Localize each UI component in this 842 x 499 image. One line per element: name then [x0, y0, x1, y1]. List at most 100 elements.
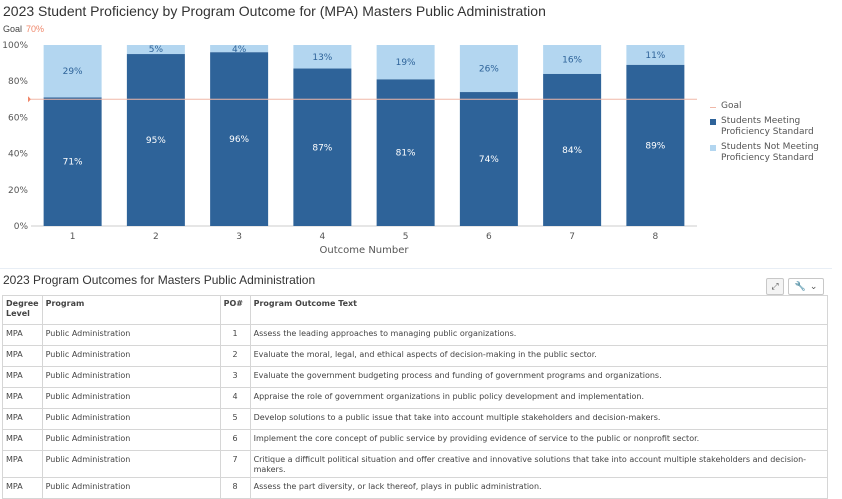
cell-po-number: 1: [219, 324, 251, 346]
table-row: MPA Public Administration 8 Assess the part…: [2, 477, 829, 499]
data-label-meeting: 84%: [562, 146, 582, 156]
cell-po-number: 4: [219, 387, 251, 409]
goal-caption: Goal 70%: [3, 24, 44, 34]
cell-po-number: 7: [219, 450, 251, 478]
x-tick-label: 6: [486, 232, 492, 242]
bar-not-meeting: [543, 45, 602, 74]
cell-program: Public Administration: [41, 324, 221, 346]
table-row: MPA Public Administration 2 Evaluate the mo…: [2, 345, 829, 367]
data-label-meeting: 71%: [63, 158, 83, 168]
x-tick-label: 7: [569, 232, 575, 242]
legend-item-meeting[interactable]: Students Meeting Proficiency Standard: [710, 116, 826, 138]
legend-meeting-swatch: [710, 119, 716, 125]
y-tick-label: 40%: [8, 150, 28, 160]
legend-not-meeting-label: Students Not Meeting Proficiency Standar…: [721, 142, 819, 163]
cell-degree-level: MPA: [2, 429, 43, 451]
data-label-not-meeting: 29%: [63, 67, 83, 77]
header-po-number[interactable]: PO#: [219, 295, 251, 325]
data-label-not-meeting: 5%: [149, 45, 164, 55]
cell-program: Public Administration: [41, 429, 221, 451]
cell-program: Public Administration: [41, 345, 221, 367]
table-row: MPA Public Administration 6 Implement the c…: [2, 429, 829, 451]
bar-not-meeting: [210, 45, 269, 53]
cell-degree-level: MPA: [2, 450, 43, 478]
data-label-not-meeting: 16%: [562, 55, 582, 65]
data-label-meeting: 95%: [146, 136, 166, 146]
bar-not-meeting: [376, 45, 435, 80]
cell-degree-level: MPA: [2, 408, 43, 430]
cell-program: Public Administration: [41, 387, 221, 409]
bar-not-meeting: [626, 45, 685, 65]
bar-meeting: [126, 54, 185, 226]
cell-outcome-text: Assess the leading approaches to managin…: [249, 324, 829, 346]
bar-not-meeting: [459, 45, 518, 93]
x-tick-label: 1: [70, 232, 76, 242]
settings-menu-button[interactable]: 🔧 ⌄: [788, 278, 824, 295]
bar-meeting: [459, 92, 518, 226]
data-label-not-meeting: 19%: [396, 58, 416, 68]
table-row: MPA Public Administration 5 Develop solutio…: [2, 408, 829, 430]
cell-po-number: 8: [219, 477, 251, 499]
header-outcome-text[interactable]: Program Outcome Text: [249, 295, 829, 325]
table-row: MPA Public Administration 4 Appraise the ro…: [2, 387, 829, 409]
cell-degree-level: MPA: [2, 324, 43, 346]
chevron-down-icon: ⌄: [809, 281, 818, 292]
cell-po-number: 5: [219, 408, 251, 430]
header-degree-level[interactable]: Degree Level: [2, 295, 43, 325]
table-row: MPA Public Administration 7 Critique a diff…: [2, 450, 829, 478]
bar-meeting: [376, 79, 435, 226]
y-tick-label: 0%: [14, 222, 29, 232]
cell-outcome-text: Critique a difficult political situation…: [249, 450, 829, 478]
x-tick-label: 5: [403, 232, 409, 242]
expand-button[interactable]: ⤢: [766, 278, 784, 295]
bar-not-meeting: [43, 45, 102, 98]
cell-po-number: 6: [219, 429, 251, 451]
expand-icon: ⤢: [771, 281, 779, 292]
legend-goal-label: Goal: [721, 101, 742, 111]
data-label-meeting: 96%: [229, 135, 249, 145]
y-tick-label: 100%: [2, 41, 28, 51]
cell-outcome-text: Appraise the role of government organiza…: [249, 387, 829, 409]
bar-meeting: [626, 64, 685, 226]
chart-title: 2023 Student Proficiency by Program Outc…: [3, 3, 546, 19]
proficiency-chart: 0% 20% 40% 60% 80% 100% 71% 29% 1 95% 5% 2 96% 4% 3 87%…: [2, 41, 697, 256]
data-label-not-meeting: 13%: [312, 53, 332, 63]
y-tick-label: 80%: [8, 77, 28, 87]
x-axis-title: Outcome Number: [320, 245, 410, 256]
table-row: MPA Public Administration 1 Assess the lead…: [2, 324, 829, 346]
cell-degree-level: MPA: [2, 387, 43, 409]
legend-meeting-label: Students Meeting Proficiency Standard: [721, 116, 814, 137]
section-divider: [0, 268, 832, 269]
legend-item-not-meeting[interactable]: Students Not Meeting Proficiency Standar…: [710, 142, 826, 164]
table-title: 2023 Program Outcomes for Masters Public…: [3, 273, 316, 287]
legend-item-goal[interactable]: Goal: [710, 101, 826, 112]
data-label-meeting: 89%: [645, 141, 665, 151]
cell-outcome-text: Develop solutions to a public issue that…: [249, 408, 829, 430]
bar-not-meeting: [293, 45, 352, 69]
cell-outcome-text: Evaluate the moral, legal, and ethical a…: [249, 345, 829, 367]
y-tick-label: 20%: [8, 186, 28, 196]
table-header-row: Degree Level Program PO# Program Outcome…: [2, 295, 829, 325]
data-label-meeting: 74%: [479, 155, 499, 165]
cell-degree-level: MPA: [2, 345, 43, 367]
cell-po-number: 3: [219, 366, 251, 388]
data-label-not-meeting: 11%: [645, 51, 665, 61]
program-outcomes-table: Degree Level Program PO# Program Outcome…: [2, 295, 829, 499]
cell-program: Public Administration: [41, 477, 221, 499]
cell-outcome-text: Implement the core concept of public ser…: [249, 429, 829, 451]
goal-marker: [28, 96, 31, 103]
bar-meeting: [210, 52, 269, 226]
header-program[interactable]: Program: [41, 295, 221, 325]
x-tick-label: 4: [320, 232, 326, 242]
x-tick-label: 8: [653, 232, 659, 242]
data-label-not-meeting: 26%: [479, 65, 499, 75]
legend-goal-swatch: [710, 107, 716, 108]
wrench-icon: 🔧: [794, 281, 806, 292]
cell-outcome-text: Evaluate the government budgeting proces…: [249, 366, 829, 388]
legend-not-meeting-swatch: [710, 145, 716, 151]
bar-meeting: [293, 68, 352, 226]
goal-caption-value: 70%: [26, 24, 45, 34]
data-label-not-meeting: 4%: [232, 45, 247, 55]
table-row: MPA Public Administration 3 Evaluate the go…: [2, 366, 829, 388]
cell-degree-level: MPA: [2, 366, 43, 388]
